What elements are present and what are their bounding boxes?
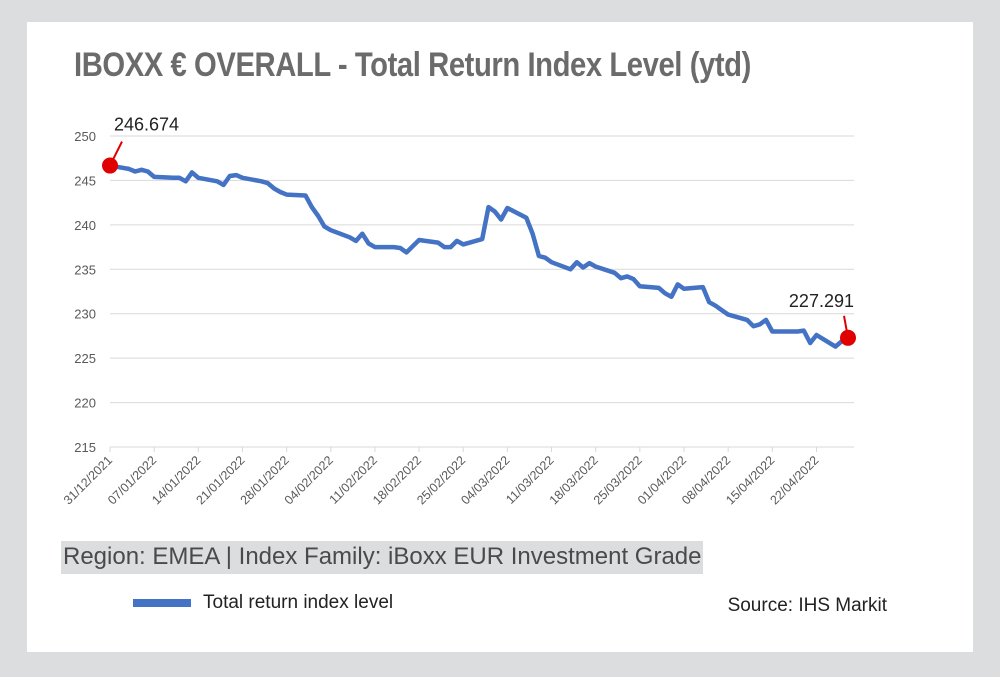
- series-group: [107, 163, 851, 349]
- annotation-label: 246.674: [114, 115, 179, 135]
- y-tick-label: 220: [74, 396, 96, 411]
- annotations: 246.674 227.291: [102, 115, 856, 346]
- y-tick-label: 240: [74, 218, 96, 233]
- annotation-label: 227.291: [789, 291, 854, 311]
- annotation-marker: [840, 329, 856, 346]
- y-tick-label: 235: [74, 262, 96, 277]
- y-tick-label: 225: [74, 351, 96, 366]
- region-subtitle: Region: EMEA | Index Family: iBoxx EUR I…: [61, 541, 704, 574]
- source-note: Source: IHS Markit: [727, 595, 887, 616]
- y-axis-ticks: 215 220 225 230 235 240 245 250: [74, 129, 96, 455]
- y-tick-label: 230: [74, 307, 96, 322]
- legend-label: Total return index level: [203, 592, 394, 613]
- y-tick-label: 245: [74, 173, 96, 188]
- annotation-marker: [102, 157, 118, 174]
- legend-swatch: [133, 599, 191, 607]
- y-tick-label: 250: [74, 129, 96, 144]
- y-tick-label: 215: [74, 440, 96, 455]
- series-line-total-return: [107, 163, 851, 349]
- legend: Total return index level: [133, 592, 393, 614]
- x-axis-ticks: 31/12/202107/01/202214/01/202221/01/2022…: [61, 447, 822, 507]
- chart-title: IBOXX € OVERALL - Total Return Index Lev…: [74, 46, 751, 84]
